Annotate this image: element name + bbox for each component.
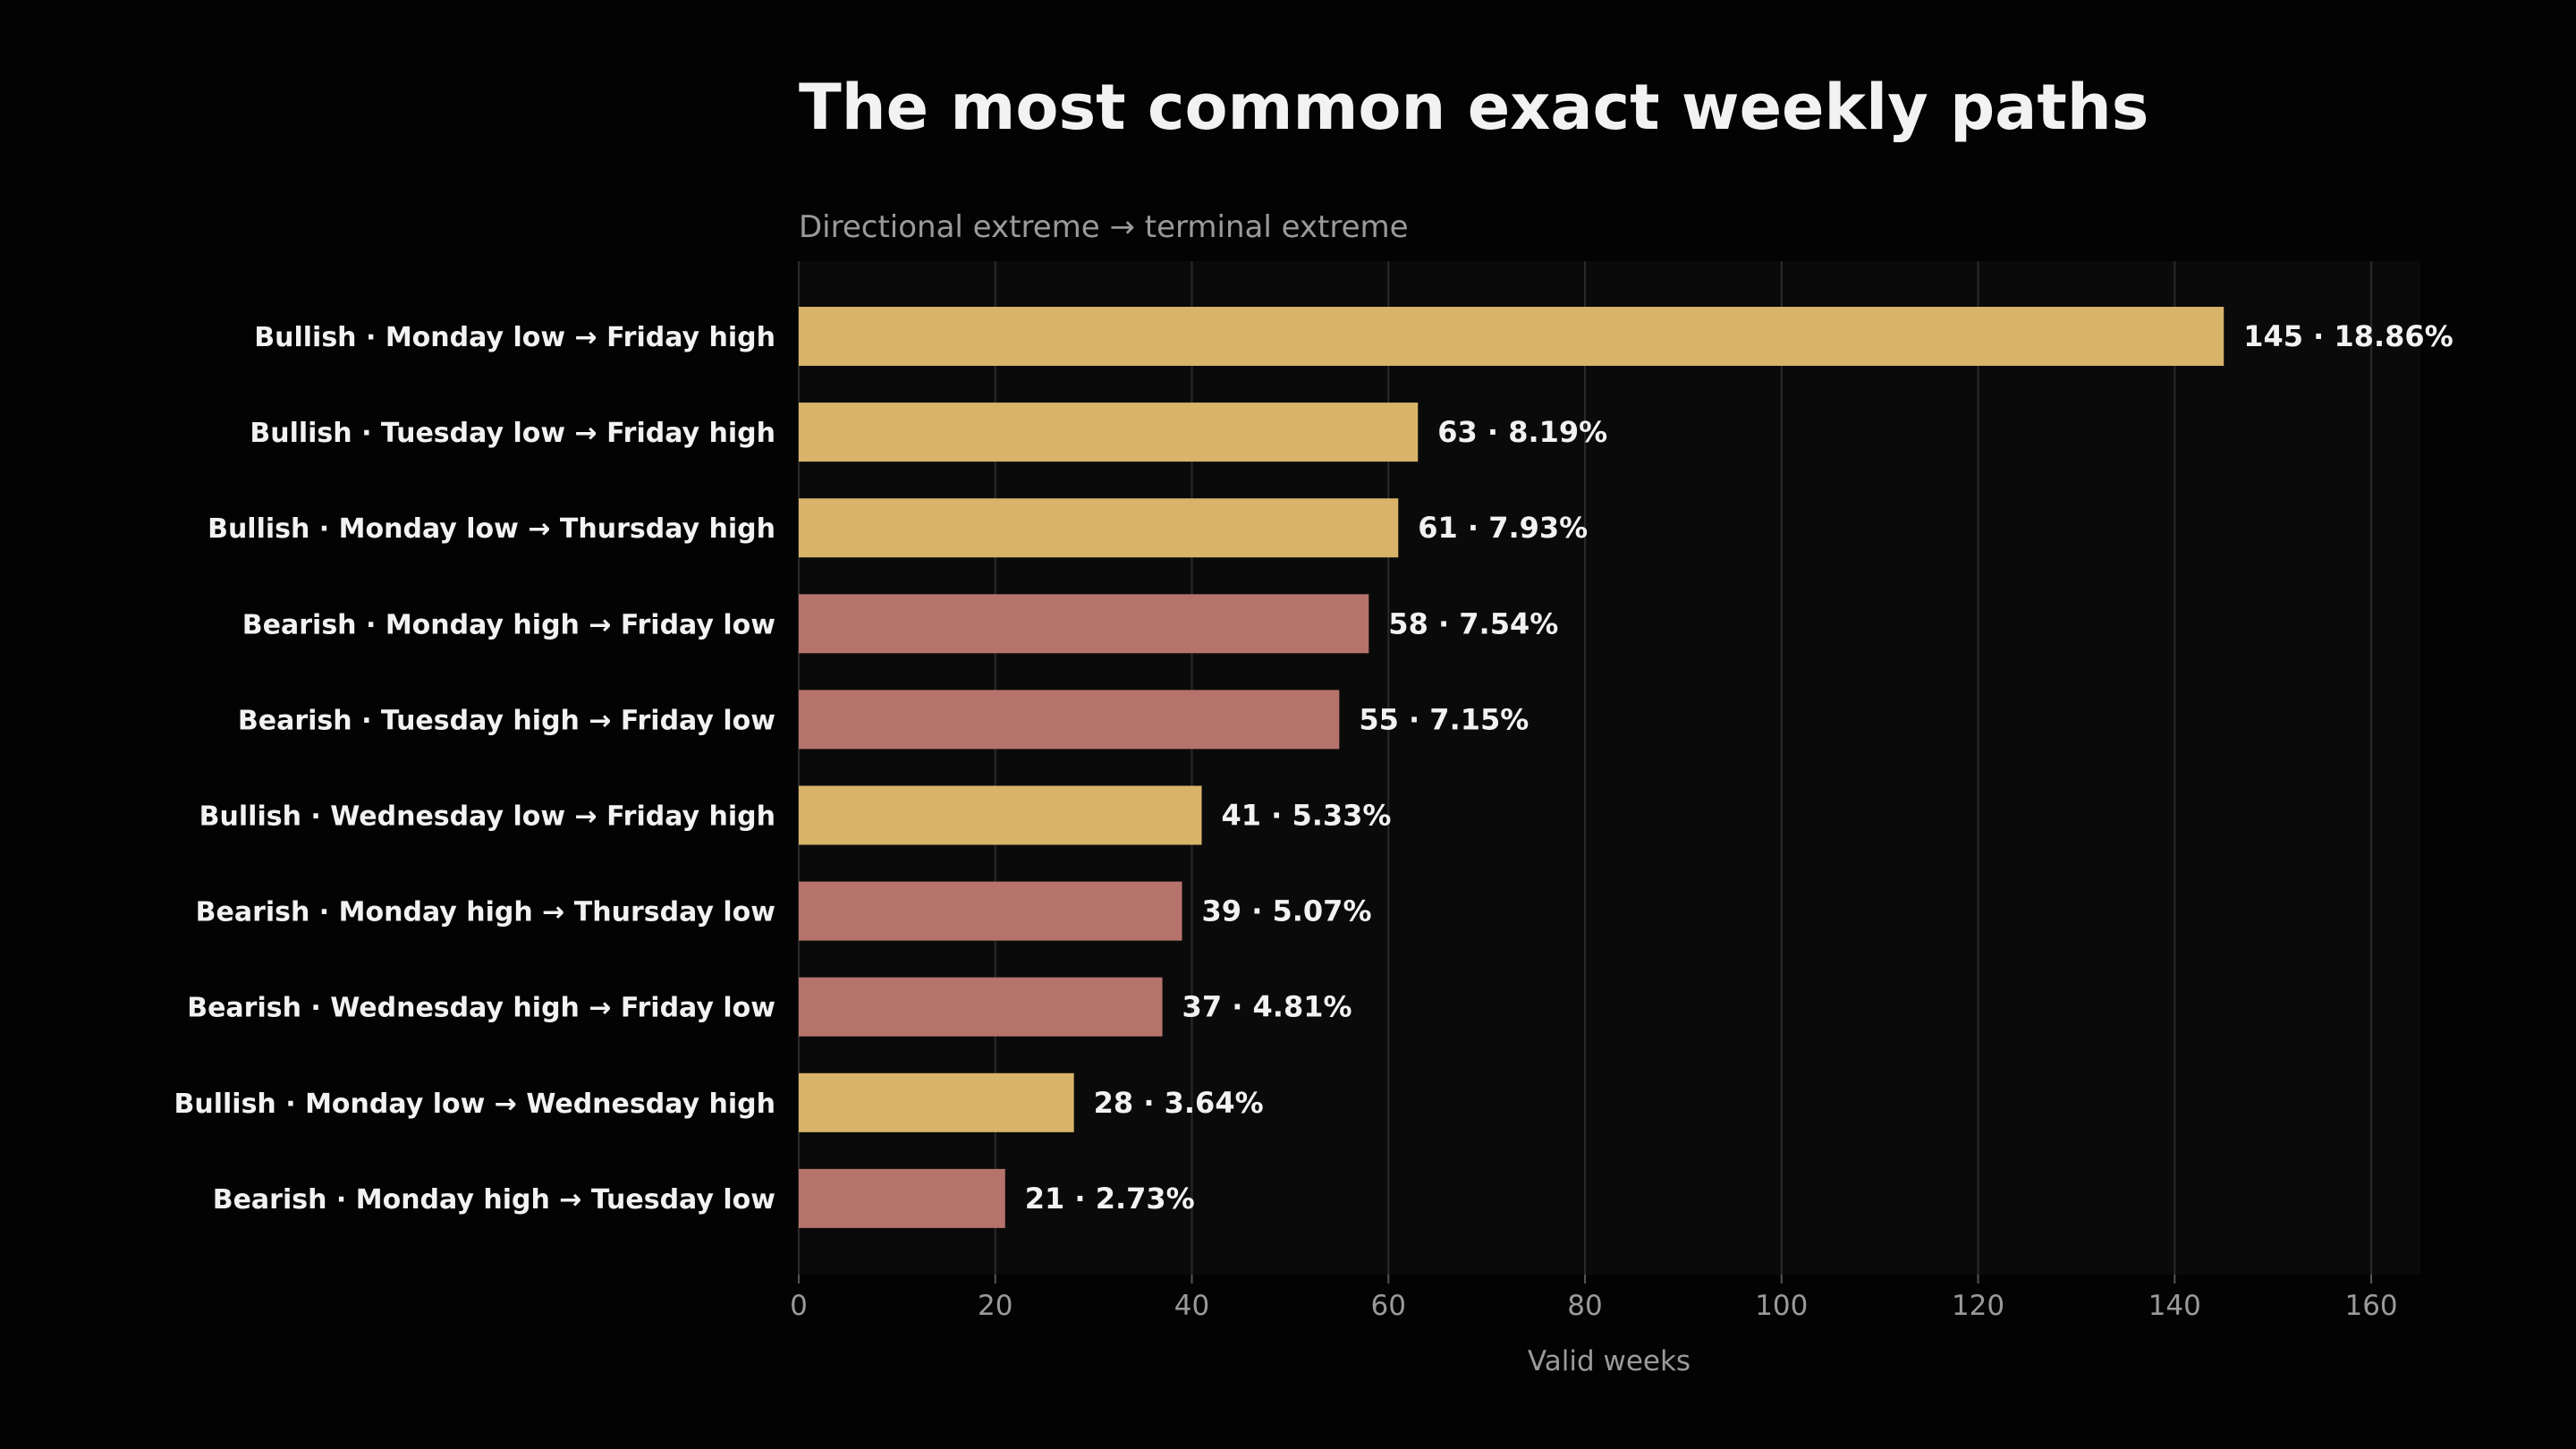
bar <box>799 1072 1074 1132</box>
x-axis-label: Valid weeks <box>1528 1345 1690 1377</box>
value-label: 61 · 7.93% <box>1418 511 1588 545</box>
bar <box>799 977 1163 1037</box>
value-label: 145 · 18.86% <box>2243 319 2453 353</box>
category-label: Bearish · Wednesday high → Friday low <box>187 993 775 1024</box>
category-label: Bullish · Wednesday low → Friday high <box>199 801 775 833</box>
category-label: Bullish · Monday low → Wednesday high <box>174 1089 776 1120</box>
category-label: Bearish · Monday high → Thursday low <box>196 897 775 928</box>
chart-title: The most common exact weekly paths <box>799 71 2149 144</box>
category-label: Bearish · Monday high → Tuesday low <box>213 1184 775 1216</box>
x-tick-label: 140 <box>2148 1290 2201 1322</box>
chart-subtitle: Directional extreme → terminal extreme <box>799 209 1409 245</box>
category-label: Bullish · Monday low → Thursday high <box>208 513 775 545</box>
value-label: 63 · 8.19% <box>1437 415 1607 449</box>
bars <box>799 307 2224 1228</box>
x-tick-label: 40 <box>1174 1290 1209 1322</box>
x-tick-label: 120 <box>1952 1290 2004 1322</box>
value-label: 55 · 7.15% <box>1359 702 1529 736</box>
bar <box>799 881 1182 941</box>
x-tick-label: 20 <box>978 1290 1013 1322</box>
x-tick-label: 80 <box>1567 1290 1602 1322</box>
x-tick-label: 60 <box>1371 1290 1406 1322</box>
x-tick-label: 0 <box>790 1290 808 1322</box>
value-label: 58 · 7.54% <box>1388 606 1558 640</box>
value-label: 21 · 2.73% <box>1025 1182 1195 1216</box>
category-label: Bullish · Monday low → Friday high <box>254 322 775 353</box>
category-labels: Bullish · Monday low → Friday high Bullis… <box>174 322 776 1216</box>
bar <box>799 785 1202 845</box>
value-label: 39 · 5.07% <box>1202 894 1372 928</box>
bar <box>799 307 2224 366</box>
x-tick-label: 160 <box>2344 1290 2397 1322</box>
bar <box>799 402 1419 462</box>
value-label: 37 · 4.81% <box>1182 990 1352 1024</box>
bar <box>799 1168 1005 1228</box>
category-label: Bearish · Monday high → Friday low <box>242 609 775 640</box>
x-axis-ticks: 0 20 40 60 80 100 120 140 160 <box>790 1275 2398 1322</box>
value-label: 41 · 5.33% <box>1222 799 1392 833</box>
bar <box>799 498 1399 558</box>
value-label: 28 · 3.64% <box>1094 1086 1264 1120</box>
bar <box>799 690 1340 750</box>
x-tick-label: 100 <box>1755 1290 1808 1322</box>
category-label: Bullish · Tuesday low → Friday high <box>250 418 775 449</box>
bar <box>799 594 1369 654</box>
category-label: Bearish · Tuesday high → Friday low <box>238 705 775 736</box>
value-labels: 145 · 18.86% 63 · 8.19% 61 · 7.93% 58 · 7.5… <box>1025 319 2453 1216</box>
